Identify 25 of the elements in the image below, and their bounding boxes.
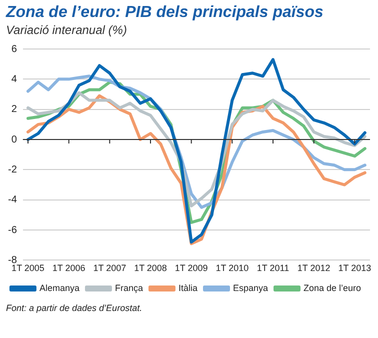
text: Font: a partir de dades d’Eurostat. xyxy=(6,303,144,313)
y-tick-label: -8 xyxy=(8,254,18,266)
legend-label: França xyxy=(114,282,143,293)
x-tick-label: 1T 2011 xyxy=(256,263,290,274)
legend-label: Zona de l’euro xyxy=(304,282,362,293)
y-tick-label: -4 xyxy=(8,194,18,206)
x-tick-label: 1T 2010 xyxy=(216,263,249,274)
x-tick-label: 1T 2009 xyxy=(174,263,208,274)
x-tick-label: 1T 2013 xyxy=(338,263,372,274)
y-tick-label: -2 xyxy=(8,164,18,176)
legend-label: Itàlia xyxy=(178,282,198,293)
x-tick-label: 1T 2012 xyxy=(297,263,330,274)
y-tick-label: 4 xyxy=(11,74,18,85)
y-tick-label: 2 xyxy=(11,104,18,116)
x-tick-label: 1T 2005 xyxy=(12,263,44,274)
y-tick-label: 0 xyxy=(11,134,18,146)
y-tick-label: -6 xyxy=(8,224,18,236)
legend-label: Espanya xyxy=(232,282,268,293)
x-tick-label: 1T 2006 xyxy=(52,263,86,274)
chart-title: Zona de l’euro: PIB dels principals països xyxy=(6,4,324,22)
x-tick-label: 1T 2007 xyxy=(93,263,126,274)
chart-subtitle: Variació interanual (%) xyxy=(6,23,128,37)
legend-label: Alemanya xyxy=(39,282,80,293)
y-tick-label: 6 xyxy=(11,44,18,55)
x-tick-label: 1T 2008 xyxy=(134,263,167,274)
